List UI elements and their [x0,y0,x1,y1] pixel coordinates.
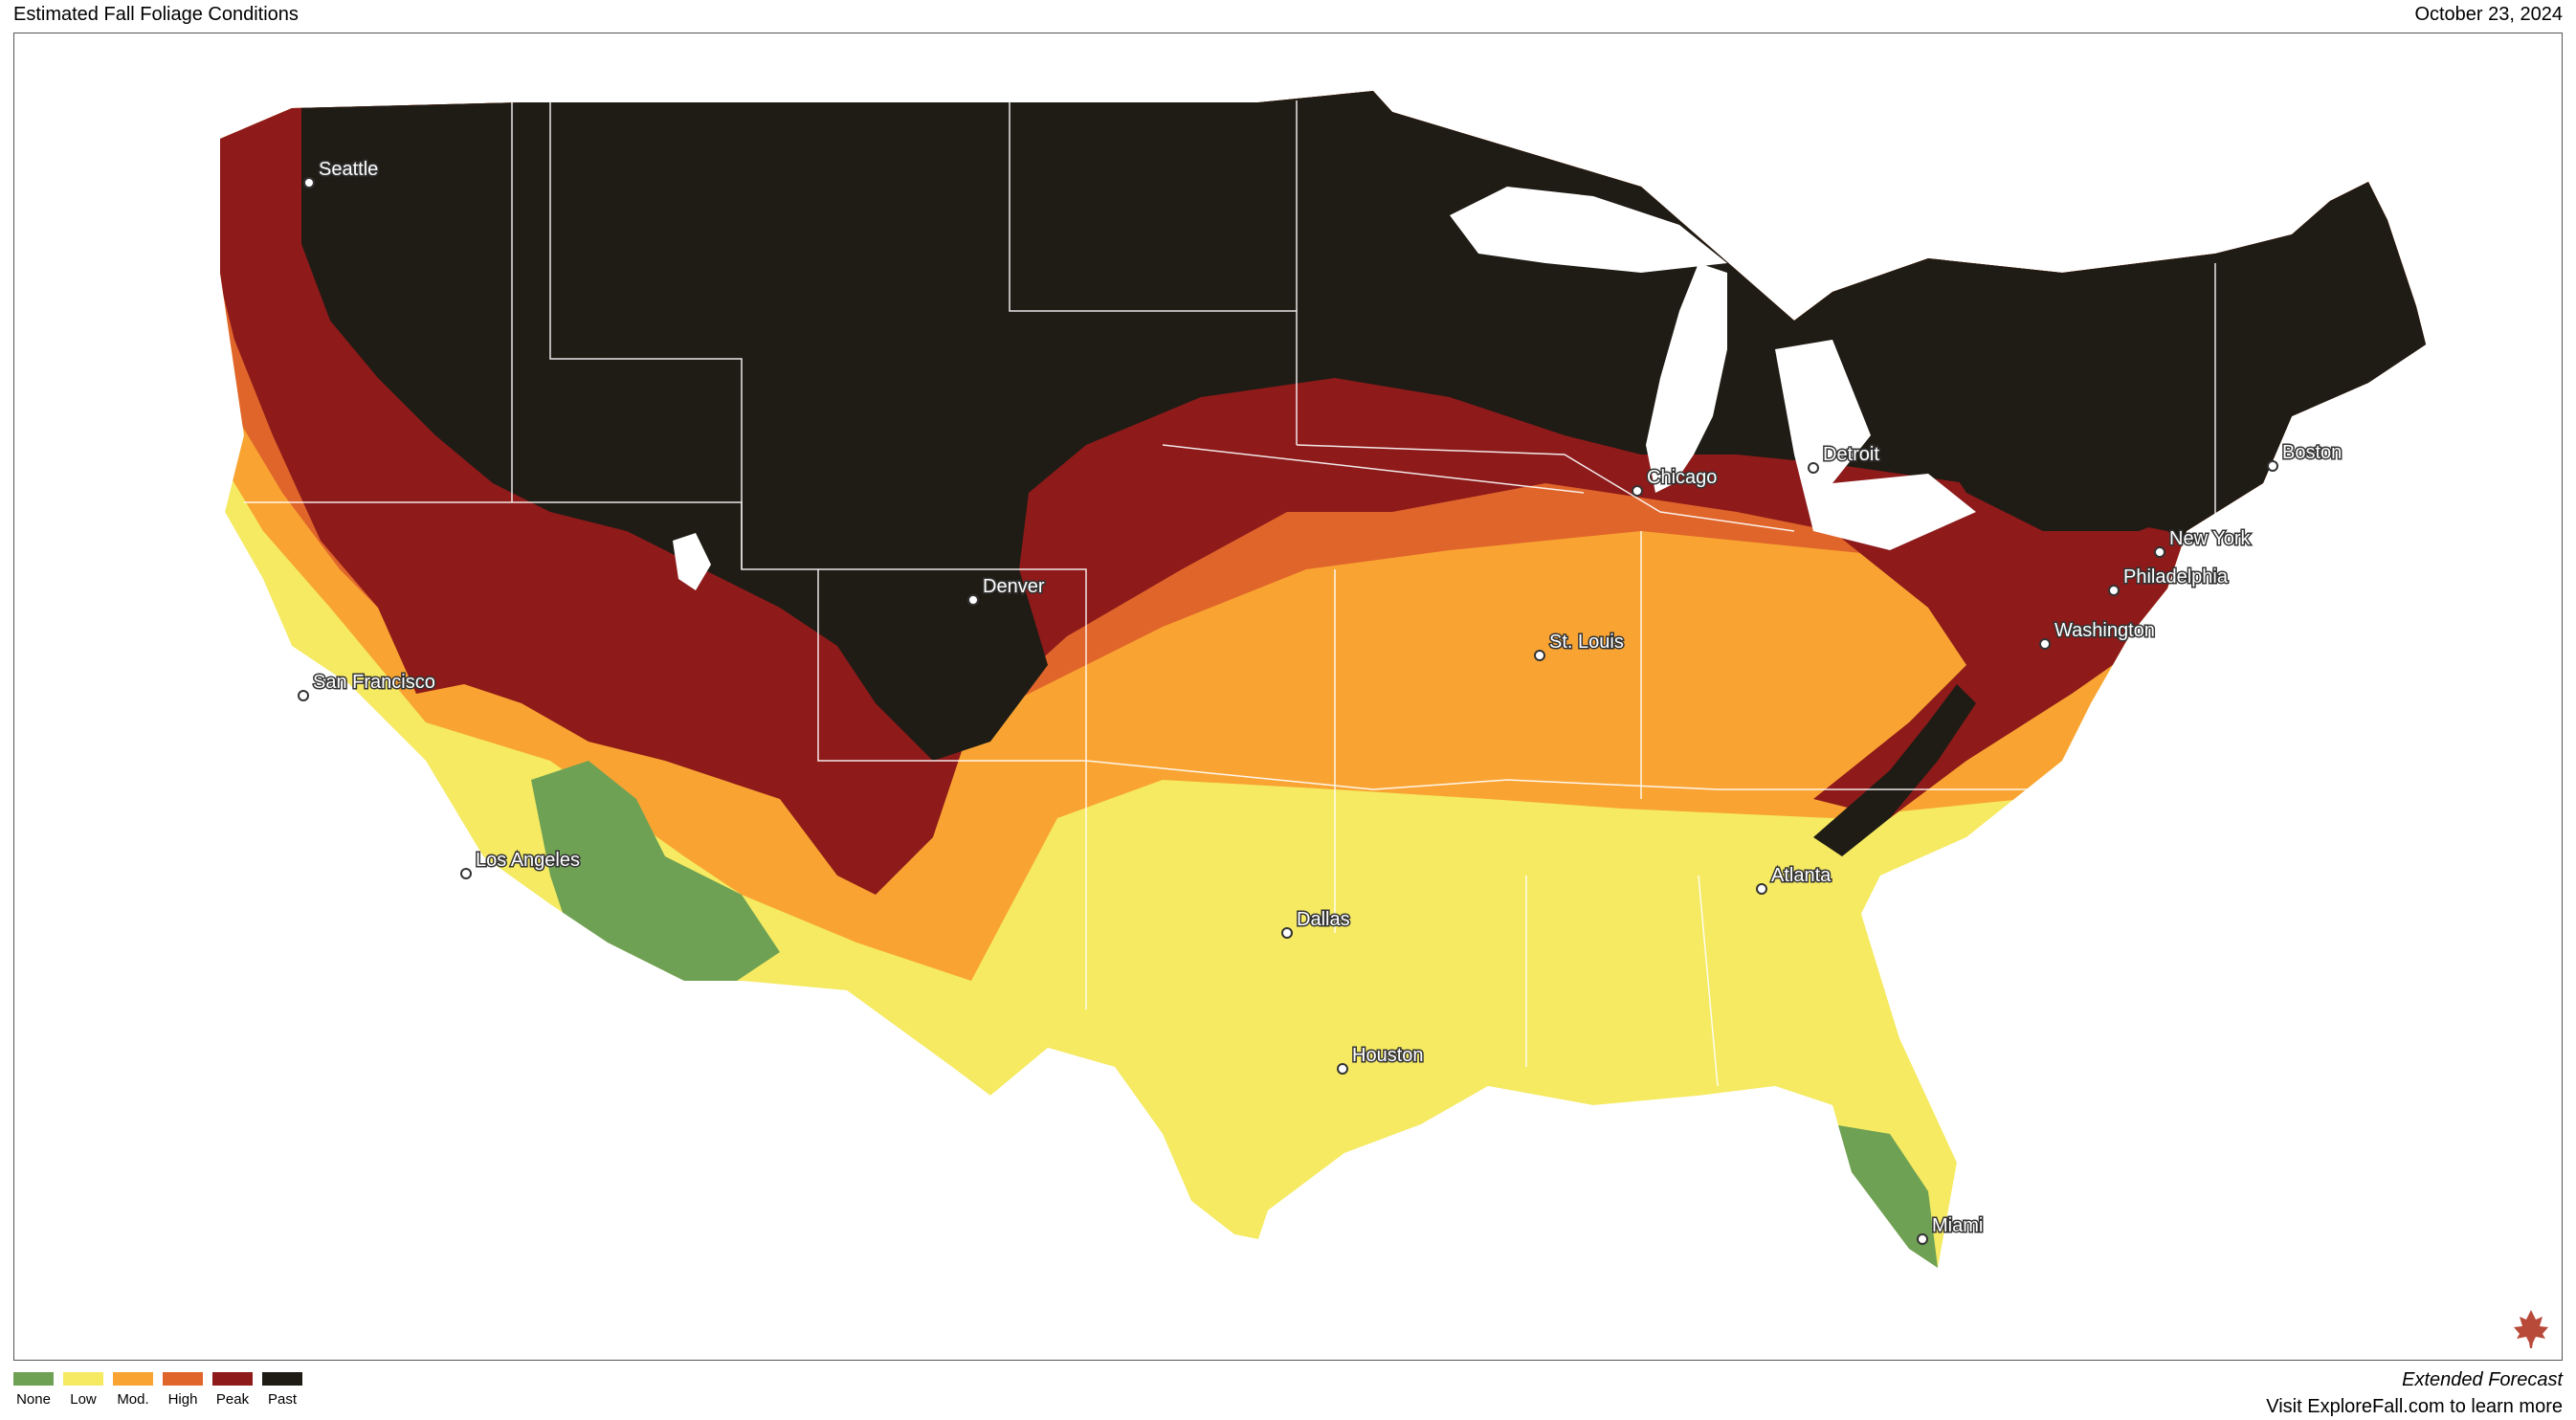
city-label-denver: Denver [983,576,1045,597]
map-date: October 23, 2024 [2414,4,2563,25]
legend-swatch-low [63,1372,103,1386]
lake-superior [1450,187,1727,273]
zone-past-northeast [1928,321,2426,531]
city-los-angeles: Los Angeles [460,849,581,879]
city-label-atlanta: Atlanta [1771,865,1832,886]
zone-past-appalachia [1813,684,1976,856]
legend-label-moderate: Mod. [117,1391,149,1408]
city-label-seattle: Seattle [319,159,378,180]
legend-swatch-past [262,1372,302,1386]
city-washington: Washington [2039,619,2156,650]
city-detroit: Detroit [1808,443,1881,474]
legend-label-past: Past [267,1391,297,1408]
page-title: Estimated Fall Foliage Conditions [13,4,299,25]
city-st-louis: St. Louis [1534,631,1625,661]
lake-michigan [1646,263,1727,493]
city-dallas: Dallas [1281,908,1351,939]
legend-label-none: None [16,1391,51,1408]
footer: Extended Forecast Visit ExploreFall.com … [2266,1366,2563,1420]
legend-swatch-high [163,1372,203,1386]
foliage-map-canvas: Seattle San Francisco Los Angeles Denver… [220,91,2548,1348]
legend-swatch-moderate [113,1372,153,1386]
city-miami: Miami [1917,1214,1985,1245]
state-boundaries [244,100,2216,1087]
city-san-francisco: San Francisco [298,671,436,701]
city-label-philadelphia: Philadelphia [2123,566,2229,588]
legend-item-moderate: Mod. [113,1372,153,1408]
city-label-new-york: New York [2169,528,2251,549]
footer-forecast: Extended Forecast [2402,1369,2563,1390]
zone-none-southwest [531,761,780,990]
legend-item-past: Past [262,1372,302,1408]
city-label-los-angeles: Los Angeles [476,850,580,871]
city-denver: Denver [967,575,1046,606]
foliage-zones [220,91,2426,1268]
city-label-chicago: Chicago [1647,467,1717,488]
maple-leaf-icon [2514,1310,2548,1348]
city-new-york: New York [2154,527,2253,558]
legend-label-high: High [167,1391,198,1408]
legend: None Low Mod. High Peak Past [13,1372,302,1408]
city-atlanta: Atlanta [1756,864,1833,895]
city-chicago: Chicago [1632,466,1719,497]
city-houston: Houston [1337,1044,1425,1075]
city-label-detroit: Detroit [1823,444,1879,465]
city-label-miami: Miami [1932,1215,1983,1236]
city-seattle: Seattle [303,158,380,189]
zone-none-florida [1832,1124,1938,1268]
legend-item-peak: Peak [212,1372,253,1408]
city-label-boston: Boston [2282,442,2342,463]
city-label-dallas: Dallas [1297,909,1350,930]
city-philadelphia: Philadelphia [2108,566,2230,596]
legend-label-peak: Peak [215,1391,250,1408]
city-label-washington: Washington [2054,620,2155,641]
legend-label-low: Low [70,1391,97,1408]
legend-swatch-none [13,1372,54,1386]
legend-item-none: None [13,1372,54,1408]
foliage-map: Seattle San Francisco Los Angeles Denver… [13,33,2563,1361]
footer-visit-link[interactable]: Visit ExploreFall.com to learn more [2266,1396,2563,1417]
city-boston: Boston [2267,441,2343,472]
legend-item-low: Low [63,1372,103,1408]
legend-item-high: High [163,1372,203,1408]
lake-huron-erie [1775,340,1976,550]
city-label-st-louis: St. Louis [1549,632,1624,653]
legend-swatch-peak [212,1372,253,1386]
great-salt-lake [673,533,711,590]
city-label-san-francisco: San Francisco [313,672,435,693]
city-label-houston: Houston [1352,1045,1424,1066]
